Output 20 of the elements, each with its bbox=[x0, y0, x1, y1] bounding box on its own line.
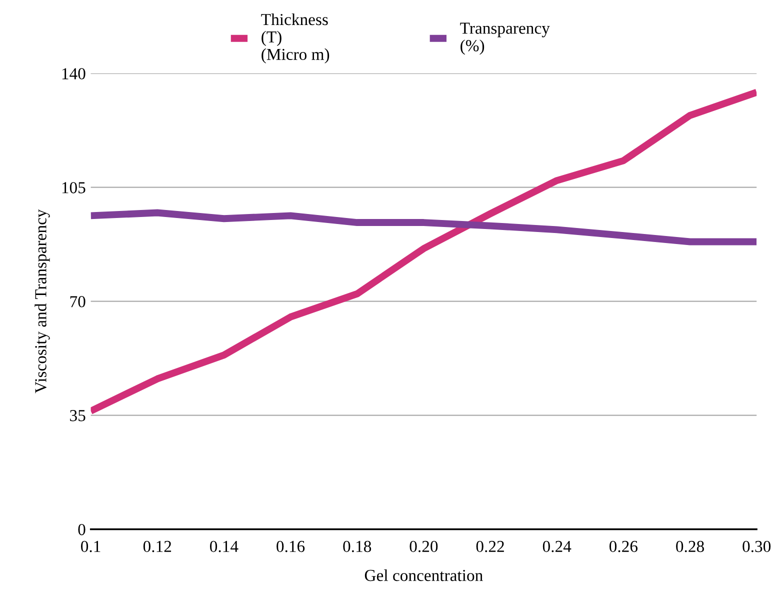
x-tick-label: 0.20 bbox=[410, 540, 438, 552]
y-tick-label: 35 bbox=[70, 410, 86, 422]
x-tick-label: 0.26 bbox=[609, 540, 638, 552]
x-tick-label: 0.30 bbox=[742, 540, 771, 552]
x-axis-title: Gel concentration bbox=[364, 569, 483, 582]
legend-label: Transparency (%) bbox=[460, 22, 550, 55]
x-tick-label: 0.28 bbox=[676, 540, 704, 552]
x-tick-label: 0.24 bbox=[542, 540, 572, 552]
x-tick-label: 0.18 bbox=[343, 540, 372, 552]
y-axis-title: Viscosity and Transparency bbox=[34, 209, 50, 394]
x-tick-label: 0.22 bbox=[476, 540, 504, 552]
y-tick-label: 140 bbox=[62, 68, 86, 80]
y-tick-label: 70 bbox=[70, 296, 86, 308]
y-tick-label: 0 bbox=[78, 524, 86, 536]
legend-label: Thickness (T) (Micro m) bbox=[261, 13, 330, 64]
y-tick-label: 105 bbox=[62, 182, 86, 194]
x-tick-label: 0.12 bbox=[143, 540, 172, 552]
x-tick-label: 0.1 bbox=[81, 540, 100, 552]
x-tick-label: 0.16 bbox=[276, 540, 305, 552]
x-tick-label: 0.14 bbox=[210, 540, 238, 552]
